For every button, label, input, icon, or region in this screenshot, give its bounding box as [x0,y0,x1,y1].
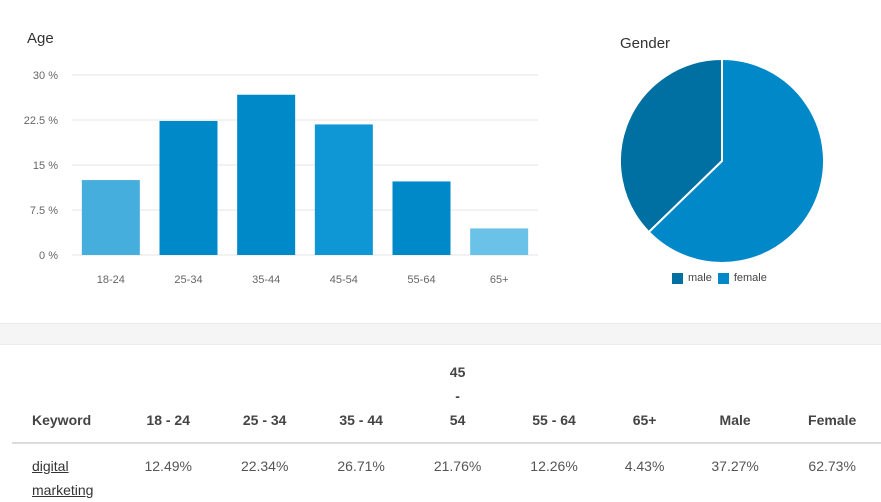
gender-chart-title: Gender [620,35,671,52]
x-tick-label: 65+ [490,274,509,286]
y-tick-label: 0 % [39,250,58,262]
table-row: digital marketing 12.49% 22.34% 26.71% 2… [12,443,881,502]
bar-25-34[interactable] [159,120,218,256]
keyword-link[interactable]: digital marketing [32,458,94,498]
legend-item-male[interactable]: male [672,272,712,284]
y-tick-label: 30 % [33,70,58,82]
bar-45-54[interactable] [314,124,373,255]
cell-female: 62.73% [808,458,856,474]
header-male[interactable]: Male [686,360,784,444]
header-female[interactable]: Female [783,360,881,444]
legend-label-male: male [688,272,712,284]
legend-swatch-female [717,272,729,284]
bar-18-24[interactable] [81,180,140,255]
pie-slice-male[interactable] [619,58,723,234]
pie-slice-female[interactable] [647,58,825,264]
header-18-24[interactable]: 18 - 24 [120,360,217,444]
cell-25-34: 22.34% [240,458,289,474]
table-header-row: Keyword 18 - 24 25 - 34 35 - 44 45 - 54 … [12,360,881,444]
y-tick-label: 7.5 % [30,205,58,217]
y-tick-label: 22.5 % [24,115,58,127]
header-45-54[interactable]: 45 - 54 [409,360,506,444]
cell-55-64: 12.26% [530,458,578,474]
header-55-64[interactable]: 55 - 64 [505,360,603,444]
legend-label-female: female [733,272,767,284]
header-35-44[interactable]: 35 - 44 [312,360,410,444]
gender-pie-chart [619,58,825,264]
age-chart-title: Age [27,30,54,47]
legend-swatch-male [672,272,683,284]
keyword-demographics-table: Keyword 18 - 24 25 - 34 35 - 44 45 - 54 … [12,360,881,502]
x-tick-label: 55-64 [407,274,435,286]
gender-legend: male female [672,272,767,284]
bar-55-64[interactable] [392,181,451,255]
bar-35-44[interactable] [237,94,296,256]
legend-item-female[interactable]: female [717,272,767,284]
section-divider [0,323,881,345]
x-tick-label: 18-24 [97,274,125,286]
keyword-cell: digital marketing [12,443,120,502]
cell-18-24: 12.49% [144,458,192,474]
header-25-34[interactable]: 25 - 34 [216,360,313,444]
cell-35-44: 26.71% [337,458,385,474]
cell-male: 37.27% [711,458,759,474]
header-45-54-label: 45 - 54 [449,364,466,428]
age-bar-chart: 0 % 7.5 % 15 % 22.5 % 30 % 18-24 25-34 35-44 45-… [24,70,538,286]
cell-65-plus: 4.43% [624,458,665,474]
y-tick-label: 15 % [33,160,58,172]
header-65-plus[interactable]: 65+ [602,360,687,444]
x-tick-label: 25-34 [174,274,202,286]
x-tick-label: 45-54 [330,274,358,286]
bar-65+[interactable] [470,228,529,255]
x-tick-label: 35-44 [252,274,280,286]
header-keyword[interactable]: Keyword [12,360,120,444]
cell-45-54: 21.76% [433,458,482,474]
